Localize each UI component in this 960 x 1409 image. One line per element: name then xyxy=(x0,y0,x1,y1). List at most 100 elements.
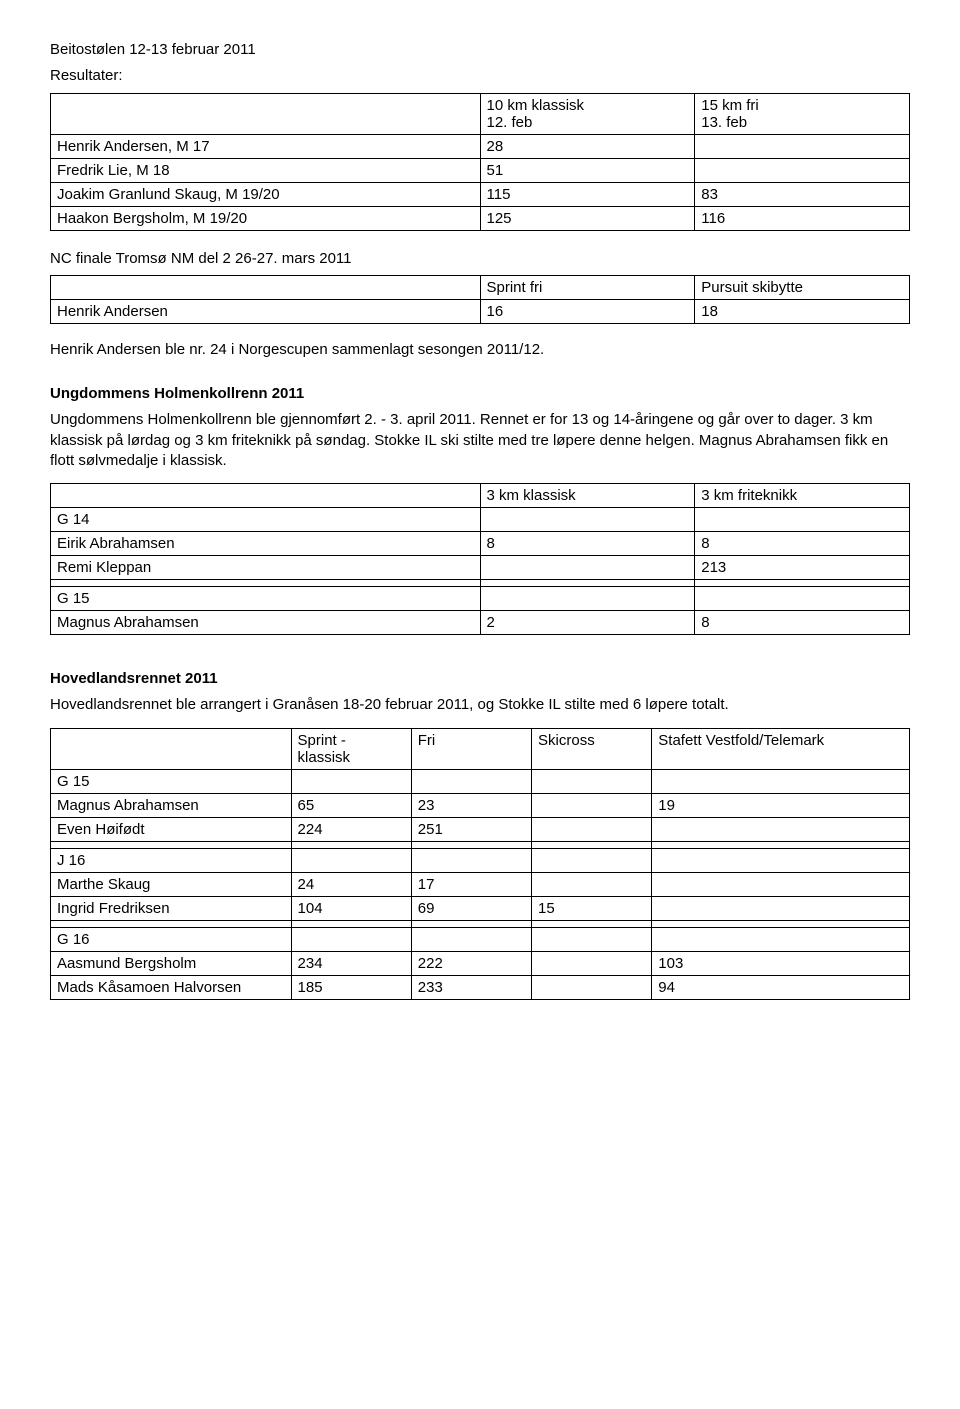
table-cell: 83 xyxy=(695,182,910,206)
table-cell xyxy=(291,920,411,927)
table-row: Remi Kleppan213 xyxy=(51,556,910,580)
table-header-cell xyxy=(51,93,481,134)
table-header-cell: Stafett Vestfold/Telemark xyxy=(652,728,910,769)
table-cell: Haakon Bergsholm, M 19/20 xyxy=(51,206,481,230)
table-cell xyxy=(291,927,411,951)
table-cell: 233 xyxy=(411,975,531,999)
table-cell: 103 xyxy=(652,951,910,975)
table-cell: 116 xyxy=(695,206,910,230)
table-cell: 2 xyxy=(480,611,695,635)
table-cell xyxy=(532,920,652,927)
table-cell xyxy=(695,580,910,587)
table-header-cell: 15 km fri 13. feb xyxy=(695,93,910,134)
table-cell: 23 xyxy=(411,793,531,817)
table-cell xyxy=(51,920,292,927)
table-header-cell: Skicross xyxy=(532,728,652,769)
table-cell: Henrik Andersen xyxy=(51,299,481,323)
table-cell xyxy=(652,927,910,951)
table-cell: 65 xyxy=(291,793,411,817)
table-cell: Fredrik Lie, M 18 xyxy=(51,158,481,182)
table-header-cell: 10 km klassisk 12. feb xyxy=(480,93,695,134)
table-cell xyxy=(532,841,652,848)
table-row: Fredrik Lie, M 1851 xyxy=(51,158,910,182)
table-row: Eirik Abrahamsen88 xyxy=(51,532,910,556)
table-cell: G 15 xyxy=(51,587,481,611)
table-cell: Ingrid Fredriksen xyxy=(51,896,292,920)
table-cell xyxy=(532,793,652,817)
table-cell xyxy=(652,769,910,793)
table-header-cell: Sprint - klassisk xyxy=(291,728,411,769)
table-row: G 16 xyxy=(51,927,910,951)
table-cell xyxy=(411,841,531,848)
table-cell xyxy=(532,817,652,841)
table-cell xyxy=(411,848,531,872)
table-cell: Even Høifødt xyxy=(51,817,292,841)
table-cell xyxy=(480,587,695,611)
results-table-2: Sprint friPursuit skibytteHenrik Anderse… xyxy=(50,275,910,324)
table-header-cell xyxy=(51,728,292,769)
table-cell xyxy=(51,580,481,587)
ungdommens-paragraph: Ungdommens Holmenkollrenn ble gjennomfør… xyxy=(50,410,910,471)
table-cell: 185 xyxy=(291,975,411,999)
table-row: Magnus Abrahamsen652319 xyxy=(51,793,910,817)
table-cell: 94 xyxy=(652,975,910,999)
page-title: Beitostølen 12-13 februar 2011 xyxy=(50,40,910,60)
table-cell xyxy=(652,920,910,927)
table-cell: 69 xyxy=(411,896,531,920)
results-table-1: 10 km klassisk 12. feb15 km fri 13. feb H… xyxy=(50,93,910,231)
ungdommens-title: Ungdommens Holmenkollrenn 2011 xyxy=(50,384,910,404)
table-cell: Magnus Abrahamsen xyxy=(51,611,481,635)
table-cell: 15 xyxy=(532,896,652,920)
table-row: Joakim Granlund Skaug, M 19/2011583 xyxy=(51,182,910,206)
table-header-cell xyxy=(51,484,481,508)
table-row: G 15 xyxy=(51,769,910,793)
table-cell: J 16 xyxy=(51,848,292,872)
table-header-cell xyxy=(51,275,481,299)
table-cell xyxy=(652,817,910,841)
table-cell: 19 xyxy=(652,793,910,817)
table-cell: Aasmund Bergsholm xyxy=(51,951,292,975)
table-cell xyxy=(532,872,652,896)
table-cell xyxy=(51,841,292,848)
table-row: G 15 xyxy=(51,587,910,611)
table-row: Marthe Skaug2417 xyxy=(51,872,910,896)
table-cell xyxy=(532,769,652,793)
henrik-summary: Henrik Andersen ble nr. 24 i Norgescupen… xyxy=(50,340,910,360)
table-cell xyxy=(695,587,910,611)
results-table-3: 3 km klassisk3 km friteknikkG 14Eirik Ab… xyxy=(50,483,910,635)
table-cell xyxy=(532,927,652,951)
table-cell: 16 xyxy=(480,299,695,323)
table-cell xyxy=(291,848,411,872)
table-row: Aasmund Bergsholm234222103 xyxy=(51,951,910,975)
table-cell: Eirik Abrahamsen xyxy=(51,532,481,556)
table-cell: 17 xyxy=(411,872,531,896)
table-cell xyxy=(480,508,695,532)
table-row: J 16 xyxy=(51,848,910,872)
table-row: Haakon Bergsholm, M 19/20125116 xyxy=(51,206,910,230)
table-cell: 28 xyxy=(480,134,695,158)
table-cell: 8 xyxy=(695,611,910,635)
table-cell: Henrik Andersen, M 17 xyxy=(51,134,481,158)
results-table-4: Sprint - klassiskFriSkicrossStafett Vest… xyxy=(50,728,910,1000)
table-cell xyxy=(695,158,910,182)
table-header-cell: 3 km klassisk xyxy=(480,484,695,508)
table-cell xyxy=(695,508,910,532)
table-row xyxy=(51,841,910,848)
table-cell: 224 xyxy=(291,817,411,841)
table-cell xyxy=(291,841,411,848)
table-cell: 51 xyxy=(480,158,695,182)
table-cell: 24 xyxy=(291,872,411,896)
table-cell xyxy=(291,769,411,793)
table-row: Henrik Andersen1618 xyxy=(51,299,910,323)
table-cell: 104 xyxy=(291,896,411,920)
table-cell xyxy=(652,896,910,920)
table-cell xyxy=(480,556,695,580)
table-cell xyxy=(411,769,531,793)
nc-finale-line: NC finale Tromsø NM del 2 26-27. mars 20… xyxy=(50,249,910,269)
table-cell xyxy=(532,975,652,999)
table-cell xyxy=(652,848,910,872)
table-cell: 8 xyxy=(480,532,695,556)
resultater-label: Resultater: xyxy=(50,66,910,86)
table-row: Mads Kåsamoen Halvorsen18523394 xyxy=(51,975,910,999)
table-cell xyxy=(480,580,695,587)
